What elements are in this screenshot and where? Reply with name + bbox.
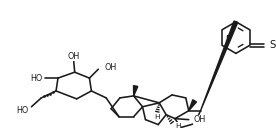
Text: OH: OH [104,63,116,72]
Text: H: H [175,123,181,129]
Text: HO: HO [30,74,42,83]
Text: H: H [155,114,160,120]
Polygon shape [189,100,197,111]
Text: OH: OH [194,115,206,124]
Text: OH: OH [68,52,80,61]
Polygon shape [201,21,238,111]
Polygon shape [134,86,138,96]
Text: HO: HO [16,106,28,115]
Text: S: S [269,41,275,50]
